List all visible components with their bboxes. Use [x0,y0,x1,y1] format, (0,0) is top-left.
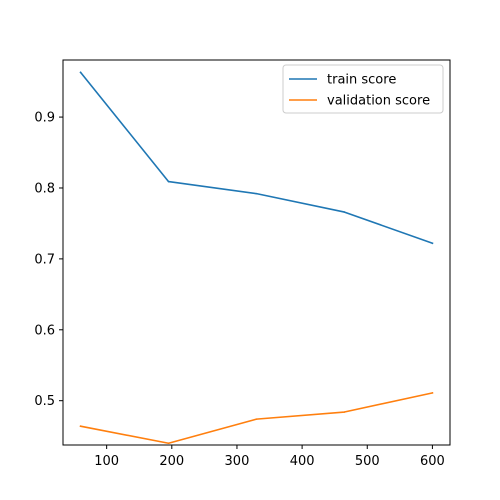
x-tick-label: 400 [290,454,315,469]
data-point [167,180,170,183]
y-tick-label: 0.8 [34,181,55,196]
legend-box [282,64,444,114]
y-axis: 0.5 0.6 0.7 0.8 0.9 [34,111,63,409]
data-point [431,392,434,394]
x-tick-label: 300 [225,454,250,469]
x-axis: 100 200 300 400 500 600 [94,445,445,469]
data-point [79,71,82,74]
data-point [167,442,170,445]
data-point [255,418,258,420]
series-layer [79,71,434,445]
legend-label: train score [327,73,396,88]
x-tick-label: 200 [159,454,184,469]
x-tick-label: 500 [355,454,380,469]
y-tick-label: 0.5 [34,394,55,409]
data-point [343,411,346,413]
axes-frame [62,59,451,446]
y-tick-label: 0.7 [34,252,55,267]
x-tick-label: 100 [94,454,119,469]
legend: train score validation score [282,64,444,114]
legend-label: validation score [327,94,430,109]
data-point [79,425,82,428]
y-tick-label: 0.9 [34,111,55,126]
data-point [343,211,346,213]
y-tick-label: 0.6 [34,323,55,338]
data-point [255,192,258,195]
data-point [431,242,434,245]
x-tick-label: 600 [420,454,445,469]
